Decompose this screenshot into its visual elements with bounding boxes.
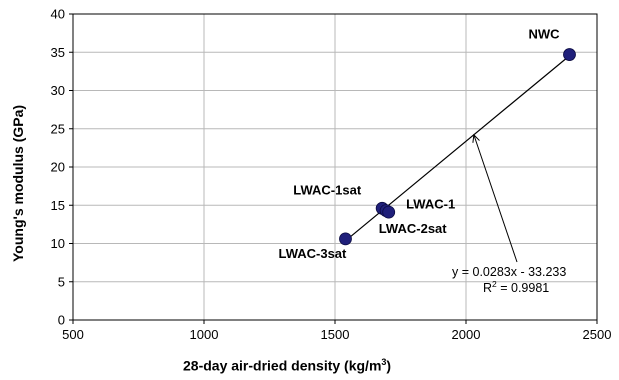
x-tick-label: 1500 xyxy=(321,327,350,342)
y-tick-label: 40 xyxy=(51,7,65,22)
y-axis: 0 5 10 15 20 25 30 35 40 xyxy=(51,7,73,328)
data-point xyxy=(563,48,576,61)
annotation-arrowhead xyxy=(472,133,480,143)
trendline-r-squared: R2 = 0.9981 xyxy=(483,279,550,296)
point-labels: NWC LWAC-1sat LWAC-1 LWAC-2sat LWAC-3sat xyxy=(278,27,560,261)
data-point xyxy=(382,205,396,219)
y-tick-label: 15 xyxy=(51,198,65,213)
y-tick-label: 25 xyxy=(51,121,65,136)
point-label: LWAC-3sat xyxy=(278,246,347,261)
y-tick-label: 0 xyxy=(58,313,65,328)
x-tick-label: 2000 xyxy=(452,327,481,342)
x-axis: 500 1000 1500 2000 2500 xyxy=(62,320,611,342)
point-label: LWAC-1sat xyxy=(293,182,362,197)
data-points xyxy=(339,48,576,246)
point-label: LWAC-1 xyxy=(406,197,455,212)
grid-lines xyxy=(73,14,597,320)
x-tick-label: 2500 xyxy=(583,327,612,342)
trendline-equation: y = 0.0283x - 33.233 xyxy=(452,265,567,279)
x-axis-title: 28-day air-dried density (kg/m3) xyxy=(183,357,392,374)
point-label: LWAC-2sat xyxy=(379,221,448,236)
y-axis-title: Young's modulus (GPa) xyxy=(10,104,26,262)
y-tick-label: 20 xyxy=(51,160,65,175)
y-tick-label: 10 xyxy=(51,236,65,251)
point-label: NWC xyxy=(528,27,560,42)
x-tick-label: 500 xyxy=(62,327,84,342)
data-point xyxy=(339,232,352,246)
y-tick-label: 35 xyxy=(51,45,65,60)
annotation-arrow xyxy=(473,134,518,263)
y-tick-label: 30 xyxy=(51,83,65,98)
y-tick-label: 5 xyxy=(58,274,65,289)
x-tick-label: 1000 xyxy=(190,327,219,342)
